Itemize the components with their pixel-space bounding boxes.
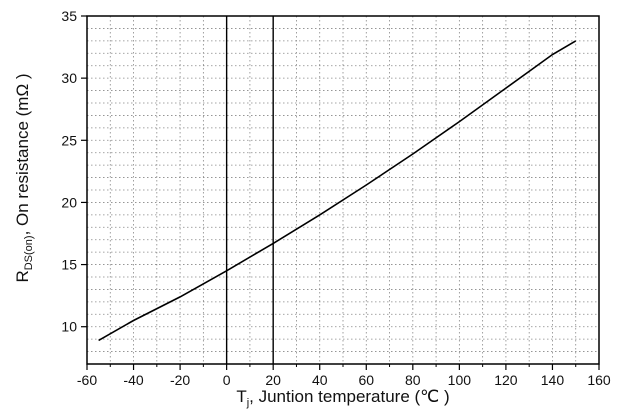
y-tick-label: 30 bbox=[61, 70, 77, 86]
x-tick-label: -40 bbox=[123, 372, 143, 388]
x-tick-label: 0 bbox=[223, 372, 231, 388]
x-tick-label: -60 bbox=[77, 372, 97, 388]
x-tick-label: 60 bbox=[358, 372, 374, 388]
x-axis-title-rest: , Juntion temperature (℃ ) bbox=[249, 387, 450, 406]
x-tick-label: 40 bbox=[312, 372, 328, 388]
series-line bbox=[98, 40, 577, 342]
x-axis-title: Tj, Juntion temperature (℃ ) bbox=[236, 387, 449, 409]
x-tick-label: 140 bbox=[541, 372, 565, 388]
y-axis-title: RDS(on), On resistance (mΩ ) bbox=[13, 73, 35, 282]
y-axis-title-rest: , On resistance (mΩ ) bbox=[13, 73, 32, 235]
x-tick-label: 80 bbox=[405, 372, 421, 388]
x-tick-label: -20 bbox=[170, 372, 190, 388]
y-axis-ticks: 10 15 20 25 30 35 bbox=[61, 8, 87, 335]
y-tick-label: 10 bbox=[61, 319, 77, 335]
x-tick-label: 120 bbox=[494, 372, 518, 388]
y-tick-label: 15 bbox=[61, 257, 77, 273]
y-axis-title-sub: DS(on) bbox=[23, 235, 35, 270]
y-tick-label: 20 bbox=[61, 194, 77, 210]
y-axis-title-main: R bbox=[13, 270, 32, 282]
x-axis-ticks: -60 -40 -20 0 20 40 60 80 100 120 140 160 bbox=[77, 364, 611, 388]
x-axis-title-main: T bbox=[236, 387, 246, 406]
grid bbox=[87, 16, 599, 364]
x-tick-label: 160 bbox=[587, 372, 611, 388]
x-axis-title-sub: j bbox=[246, 397, 249, 409]
y-tick-label: 35 bbox=[61, 8, 77, 24]
y-tick-label: 25 bbox=[61, 132, 77, 148]
highlighted-vertical-lines bbox=[225, 16, 274, 364]
x-tick-label: 100 bbox=[448, 372, 472, 388]
x-tick-label: 20 bbox=[265, 372, 281, 388]
